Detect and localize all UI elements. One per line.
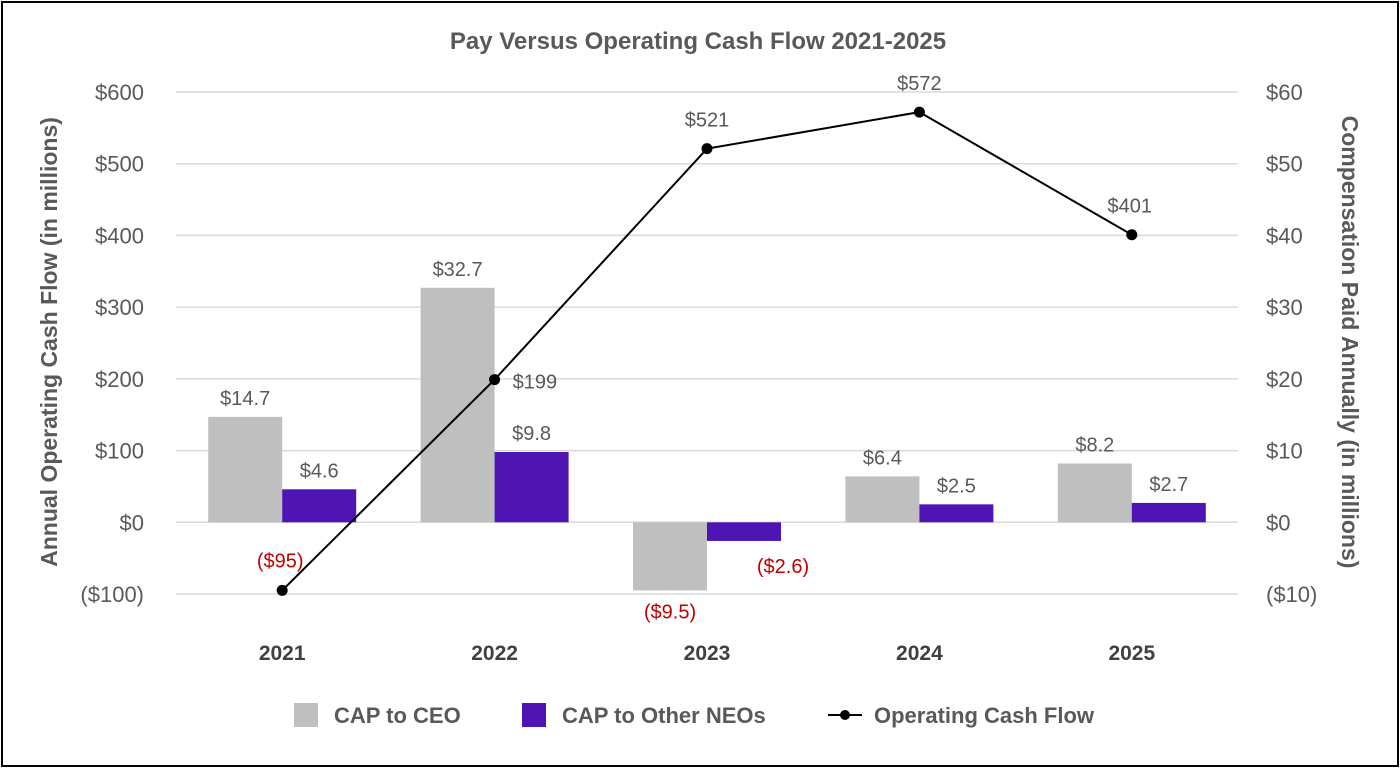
left-tick-label: $200 <box>95 367 144 392</box>
operating-cash-flow-label: $521 <box>685 110 730 132</box>
left-axis-ticks: ($100) $0 $100 $200 $300 $400 $500 $600 <box>80 80 144 607</box>
ceo-bar <box>845 476 920 523</box>
ceo-bar-label: $32.7 <box>433 259 483 281</box>
right-axis-title: Compensation Paid Annually (in millions) <box>1337 116 1363 569</box>
ceo-bar-label: $14.7 <box>220 388 270 410</box>
chart-title: Pay Versus Operating Cash Flow 2021-2025 <box>450 28 946 55</box>
left-tick-label: $0 <box>120 510 144 535</box>
line-series <box>276 106 1138 596</box>
left-tick-label: ($100) <box>80 582 144 607</box>
ceo-bar <box>1057 463 1132 523</box>
bar-series <box>208 287 1206 591</box>
category-labels: 2021 2022 2023 2024 2025 <box>259 642 1156 665</box>
right-tick-label: $30 <box>1266 295 1303 320</box>
neo-bar <box>1131 502 1206 523</box>
operating-cash-flow-point <box>913 106 925 118</box>
category-label: 2025 <box>1108 642 1155 665</box>
neo-bar-label: ($2.6) <box>757 556 809 578</box>
operating-cash-flow-point <box>701 143 713 155</box>
legend-label-ceo: CAP to CEO <box>334 703 461 728</box>
right-tick-label: ($10) <box>1266 582 1317 607</box>
neo-bar-label: $4.6 <box>300 460 339 482</box>
category-label: 2023 <box>684 642 731 665</box>
ceo-bar <box>208 416 283 523</box>
operating-cash-flow-label: $199 <box>513 372 558 394</box>
left-tick-label: $400 <box>95 223 144 248</box>
legend-label-ocf: Operating Cash Flow <box>874 703 1095 728</box>
operating-cash-flow-label: ($95) <box>257 550 304 572</box>
left-tick-label: $600 <box>95 80 144 105</box>
ceo-bar <box>420 287 495 523</box>
data-labels: $14.7 $32.7 ($9.5) $6.4 $8.2 $4.6 $9.8 ($2.6) $2… <box>220 73 1188 623</box>
neo-bar-label: $2.7 <box>1149 474 1188 496</box>
neo-bar <box>707 522 781 541</box>
right-axis-ticks: ($10) $0 $10 $20 $30 $40 $50 $60 <box>1266 80 1317 607</box>
ceo-bar <box>633 522 707 591</box>
right-tick-label: $60 <box>1266 80 1303 105</box>
right-tick-label: $10 <box>1266 439 1303 464</box>
legend-swatch-neo <box>522 703 546 727</box>
category-label: 2021 <box>259 642 306 665</box>
left-axis-title: Annual Operating Cash Flow (in millions) <box>36 117 62 567</box>
right-tick-label: $0 <box>1266 510 1290 535</box>
right-tick-label: $20 <box>1266 367 1303 392</box>
operating-cash-flow-point <box>1126 229 1138 241</box>
legend-swatch-ceo <box>294 703 318 727</box>
category-label: 2022 <box>471 642 518 665</box>
neo-bar <box>494 452 569 523</box>
left-tick-label: $500 <box>95 152 144 177</box>
legend-label-neo: CAP to Other NEOs <box>562 703 766 728</box>
operating-cash-flow-point <box>276 584 288 596</box>
neo-bar-label: $2.5 <box>937 475 976 497</box>
operating-cash-flow-label: $572 <box>897 73 942 95</box>
left-tick-label: $100 <box>95 439 144 464</box>
right-tick-label: $50 <box>1266 152 1303 177</box>
neo-bar <box>282 489 357 523</box>
legend-marker-ocf <box>840 710 850 720</box>
neo-bar <box>919 504 994 523</box>
ceo-bar-label: $8.2 <box>1075 434 1114 456</box>
ceo-bar-label: ($9.5) <box>644 601 696 623</box>
operating-cash-flow-label: $401 <box>1108 196 1153 218</box>
legend: CAP to CEO CAP to Other NEOs Operating Cas… <box>294 703 1095 728</box>
operating-cash-flow-line <box>281 111 1133 592</box>
category-label: 2024 <box>896 642 943 665</box>
left-tick-label: $300 <box>95 295 144 320</box>
right-tick-label: $40 <box>1266 223 1303 248</box>
neo-bar-label: $9.8 <box>512 423 551 445</box>
ceo-bar-label: $6.4 <box>863 447 902 469</box>
operating-cash-flow-point <box>489 374 501 386</box>
